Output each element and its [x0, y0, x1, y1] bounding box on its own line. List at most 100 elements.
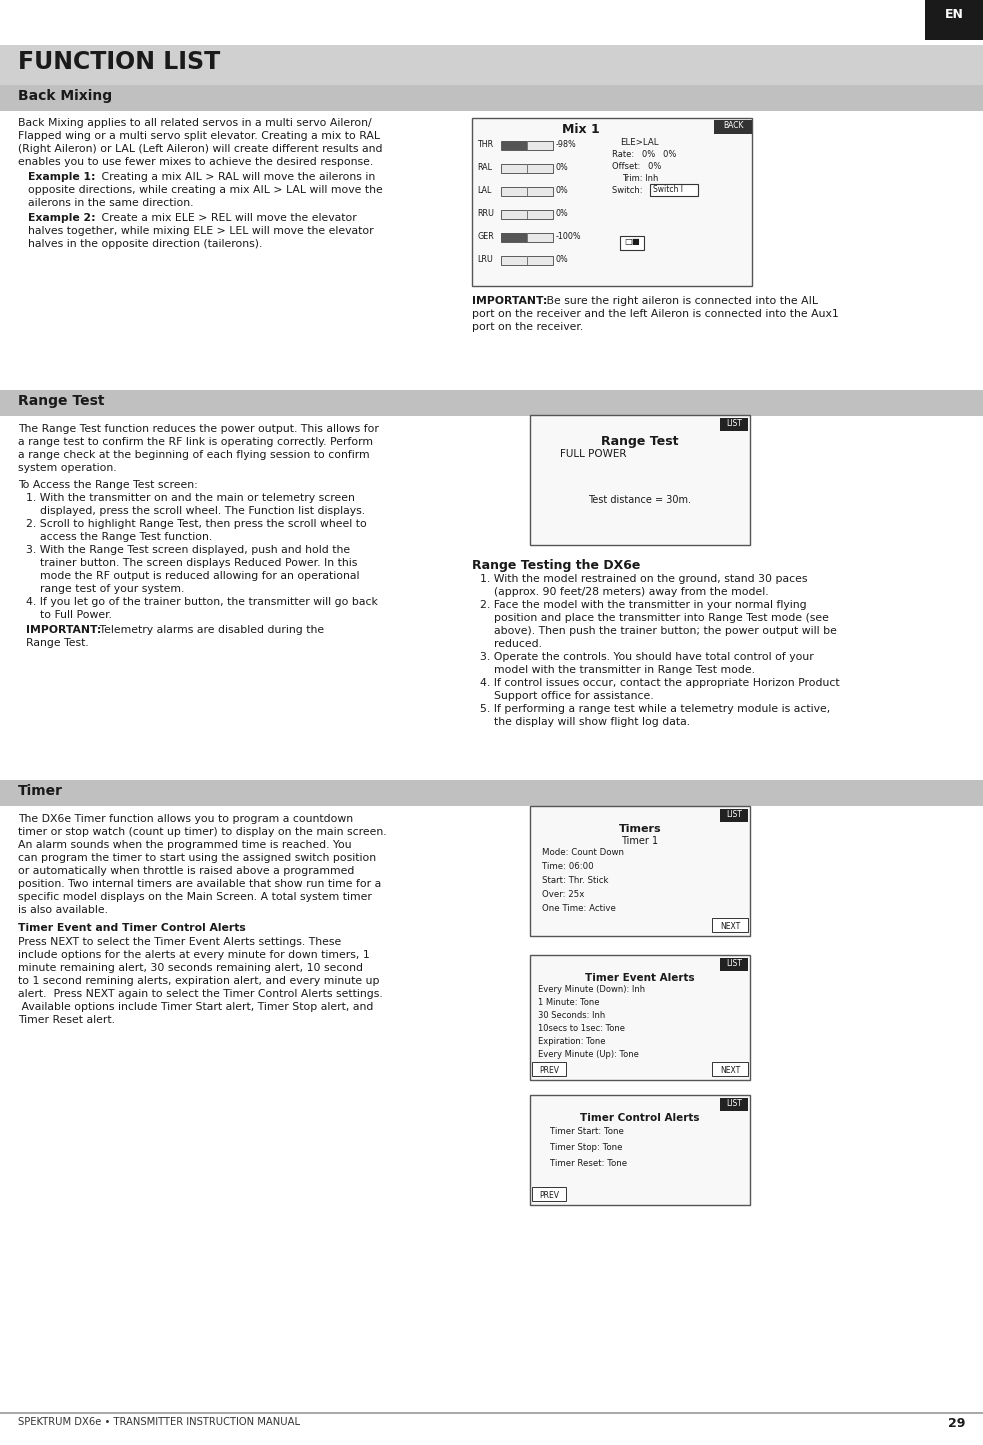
- Text: -100%: -100%: [556, 233, 582, 241]
- Text: LIST: LIST: [726, 811, 742, 819]
- Text: BACK: BACK: [723, 121, 743, 130]
- Text: 10secs to 1sec: Tone: 10secs to 1sec: Tone: [538, 1025, 625, 1033]
- Text: Time: 06:00: Time: 06:00: [542, 863, 594, 871]
- Text: An alarm sounds when the programmed time is reached. You: An alarm sounds when the programmed time…: [18, 840, 352, 850]
- Text: Offset:   0%: Offset: 0%: [612, 162, 662, 171]
- Bar: [0, 85, 983, 111]
- Bar: [530, 806, 750, 936]
- Text: LIST: LIST: [726, 959, 742, 968]
- Bar: [925, 0, 983, 40]
- Text: Timer Stop: Tone: Timer Stop: Tone: [550, 1143, 622, 1152]
- Text: 4. If control issues occur, contact the appropriate Horizon Product: 4. If control issues occur, contact the …: [480, 678, 839, 688]
- Bar: [720, 418, 748, 431]
- Text: 0%: 0%: [556, 210, 569, 218]
- Bar: [714, 120, 752, 134]
- Text: ELE>LAL: ELE>LAL: [620, 139, 659, 147]
- Bar: [720, 1098, 748, 1111]
- Text: reduced.: reduced.: [480, 639, 542, 649]
- Text: enables you to use fewer mixes to achieve the desired response.: enables you to use fewer mixes to achiev…: [18, 158, 374, 168]
- Bar: [501, 142, 553, 150]
- Text: Create a mix ELE > REL will move the elevator: Create a mix ELE > REL will move the ele…: [98, 212, 357, 223]
- Text: □■: □■: [624, 237, 640, 246]
- Text: alert.  Press NEXT again to select the Timer Control Alerts settings.: alert. Press NEXT again to select the Ti…: [18, 988, 382, 998]
- Text: Timer 1: Timer 1: [621, 837, 659, 845]
- Text: 3. Operate the controls. You should have total control of your: 3. Operate the controls. You should have…: [480, 652, 814, 662]
- Text: Mode: Count Down: Mode: Count Down: [542, 848, 624, 857]
- Text: port on the receiver and the left Aileron is connected into the Aux1: port on the receiver and the left Ailero…: [472, 309, 838, 319]
- Text: system operation.: system operation.: [18, 462, 117, 473]
- Bar: [530, 1095, 750, 1205]
- Text: halves in the opposite direction (tailerons).: halves in the opposite direction (tailer…: [28, 238, 262, 249]
- Text: port on the receiver.: port on the receiver.: [472, 322, 583, 332]
- Text: is also available.: is also available.: [18, 905, 108, 915]
- Text: 30 Seconds: Inh: 30 Seconds: Inh: [538, 1011, 606, 1020]
- Text: a range check at the beginning of each flying session to confirm: a range check at the beginning of each f…: [18, 449, 370, 460]
- Text: RAL: RAL: [477, 163, 492, 172]
- Bar: [527, 186, 528, 197]
- Text: above). Then push the trainer button; the power output will be: above). Then push the trainer button; th…: [480, 626, 837, 636]
- Bar: [0, 1412, 983, 1415]
- Bar: [501, 233, 553, 241]
- Text: NEXT: NEXT: [720, 922, 740, 931]
- Text: LIST: LIST: [726, 419, 742, 428]
- Text: specific model displays on the Main Screen. A total system timer: specific model displays on the Main Scre…: [18, 892, 372, 902]
- Text: Creating a mix AIL > RAL will move the ailerons in: Creating a mix AIL > RAL will move the a…: [98, 172, 376, 182]
- Text: Back Mixing: Back Mixing: [18, 90, 112, 103]
- Text: Timer Control Alerts: Timer Control Alerts: [580, 1113, 700, 1123]
- Bar: [527, 142, 528, 150]
- Bar: [527, 256, 528, 264]
- Text: Trim: Inh: Trim: Inh: [622, 173, 659, 184]
- Text: Timer Start: Tone: Timer Start: Tone: [550, 1127, 624, 1136]
- Text: 1 Minute: Tone: 1 Minute: Tone: [538, 998, 600, 1007]
- Text: NEXT: NEXT: [720, 1066, 740, 1075]
- Text: Example 2:: Example 2:: [28, 212, 95, 223]
- Text: 29: 29: [948, 1418, 965, 1431]
- Bar: [501, 233, 527, 241]
- Bar: [501, 142, 527, 150]
- Bar: [0, 780, 983, 806]
- Text: The DX6e Timer function allows you to program a countdown: The DX6e Timer function allows you to pr…: [18, 814, 353, 824]
- Text: Support office for assistance.: Support office for assistance.: [480, 691, 654, 701]
- Text: 2. Scroll to highlight Range Test, then press the scroll wheel to: 2. Scroll to highlight Range Test, then …: [26, 519, 367, 529]
- Bar: [532, 1062, 566, 1077]
- Text: IMPORTANT:: IMPORTANT:: [26, 626, 101, 634]
- Text: GER: GER: [477, 233, 493, 241]
- Text: LRU: LRU: [477, 254, 492, 264]
- Text: Flapped wing or a multi servo split elevator. Creating a mix to RAL: Flapped wing or a multi servo split elev…: [18, 131, 380, 142]
- Text: Range Test: Range Test: [602, 435, 678, 448]
- Bar: [501, 163, 553, 173]
- Text: One Time: Active: One Time: Active: [542, 905, 616, 913]
- Text: LIST: LIST: [726, 1100, 742, 1108]
- Text: Available options include Timer Start alert, Timer Stop alert, and: Available options include Timer Start al…: [18, 1001, 374, 1011]
- Text: minute remaining alert, 30 seconds remaining alert, 10 second: minute remaining alert, 30 seconds remai…: [18, 962, 363, 972]
- Text: Switch:: Switch:: [612, 186, 645, 195]
- Text: Back Mixing applies to all related servos in a multi servo Aileron/: Back Mixing applies to all related servo…: [18, 118, 372, 129]
- Text: LAL: LAL: [477, 186, 492, 195]
- Bar: [712, 1062, 748, 1077]
- Text: trainer button. The screen displays Reduced Power. In this: trainer button. The screen displays Redu…: [26, 558, 358, 568]
- Text: Expiration: Tone: Expiration: Tone: [538, 1038, 606, 1046]
- Text: (Right Aileron) or LAL (Left Aileron) will create different results and: (Right Aileron) or LAL (Left Aileron) wi…: [18, 144, 382, 155]
- Text: timer or stop watch (count up timer) to display on the main screen.: timer or stop watch (count up timer) to …: [18, 827, 386, 837]
- Text: Switch I: Switch I: [653, 185, 683, 194]
- Bar: [0, 45, 983, 85]
- Text: 0%: 0%: [556, 163, 569, 172]
- Bar: [650, 184, 698, 197]
- Text: a range test to confirm the RF link is operating correctly. Perform: a range test to confirm the RF link is o…: [18, 436, 373, 447]
- Text: EN: EN: [945, 7, 963, 20]
- Bar: [527, 210, 528, 220]
- Text: (approx. 90 feet/28 meters) away from the model.: (approx. 90 feet/28 meters) away from th…: [480, 587, 769, 597]
- Text: IMPORTANT:: IMPORTANT:: [472, 296, 548, 306]
- Text: The Range Test function reduces the power output. This allows for: The Range Test function reduces the powe…: [18, 423, 378, 434]
- Bar: [527, 163, 528, 173]
- Bar: [501, 210, 553, 220]
- Text: halves together, while mixing ELE > LEL will move the elevator: halves together, while mixing ELE > LEL …: [28, 225, 374, 236]
- Bar: [620, 236, 644, 250]
- Text: PREV: PREV: [539, 1191, 559, 1199]
- Text: opposite directions, while creating a mix AIL > LAL will move the: opposite directions, while creating a mi…: [28, 185, 382, 195]
- Text: Start: Thr. Stick: Start: Thr. Stick: [542, 876, 608, 884]
- Text: Timers: Timers: [618, 824, 662, 834]
- Text: ailerons in the same direction.: ailerons in the same direction.: [28, 198, 194, 208]
- Text: include options for the alerts at every minute for down timers, 1: include options for the alerts at every …: [18, 949, 370, 959]
- Text: Every Minute (Down): Inh: Every Minute (Down): Inh: [538, 985, 645, 994]
